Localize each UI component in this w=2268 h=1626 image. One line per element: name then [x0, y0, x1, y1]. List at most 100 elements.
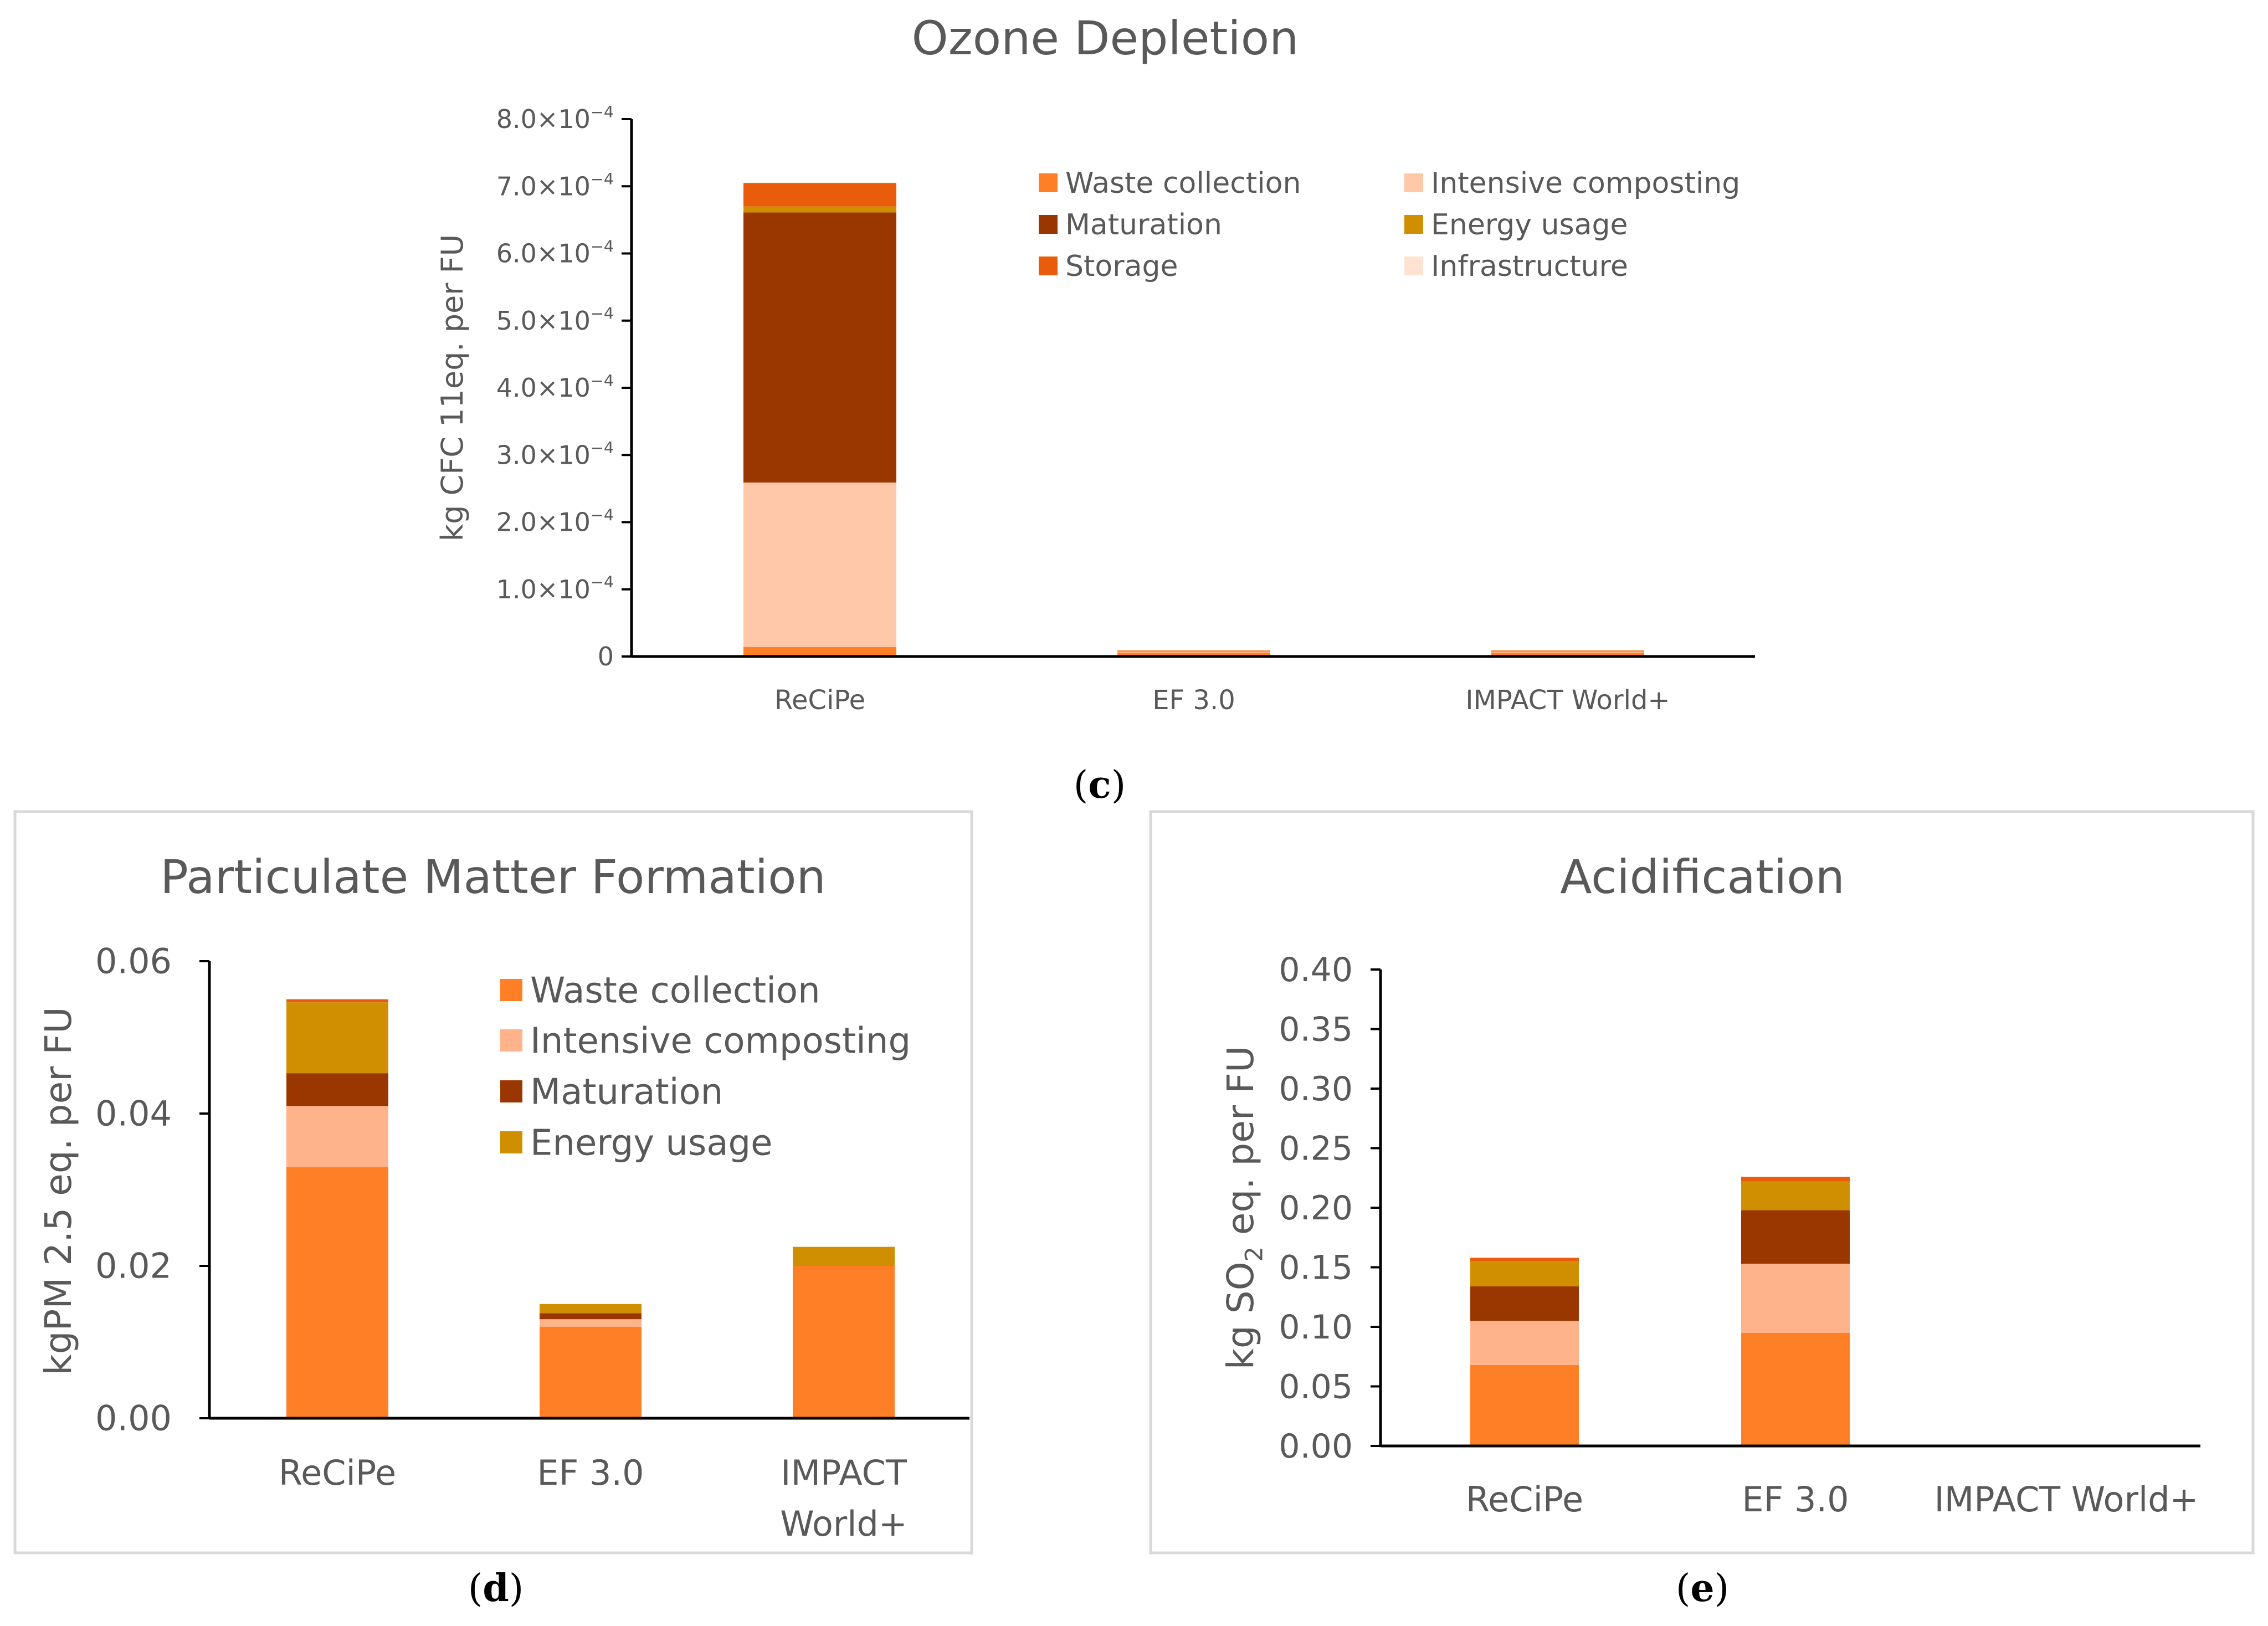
bar-intensive-composting-recipe — [1470, 1321, 1579, 1365]
chart-title: Ozone Depletion — [912, 11, 1299, 65]
bar-maturation-recipe — [286, 1073, 388, 1106]
panel-caption: (d) — [468, 1566, 524, 1610]
legend-label-storage: Storage — [1065, 250, 1178, 283]
bar-waste-collection-recipe — [286, 1167, 388, 1418]
x-tick-label: IMPACT — [781, 1453, 907, 1493]
bar-waste-collection-ef-3-0 — [1117, 652, 1270, 656]
panel-frame — [1149, 810, 2255, 1555]
y-tick-label: 0.15 — [1279, 1249, 1353, 1288]
bar-intensive-composting-impact-world — [1491, 651, 1644, 653]
legend-label-energy-usage: Energy usage — [530, 1122, 773, 1163]
bar-waste-collection-ef-3-0 — [540, 1327, 642, 1418]
y-tick-label: 0.05 — [1279, 1368, 1353, 1407]
legend-label-intensive-composting: Intensive composting — [1431, 167, 1740, 200]
panel-frame — [13, 810, 973, 1555]
x-tick-label: IMPACT World+ — [1465, 685, 1670, 716]
legend-swatch-waste-collection — [500, 979, 522, 1001]
y-tick-label: 0 — [598, 642, 614, 671]
legend-label-infrastructure: Infrastructure — [1431, 250, 1628, 283]
bar-intensive-composting-recipe — [286, 1106, 388, 1167]
legend-swatch-maturation — [1039, 215, 1058, 234]
y-tick-label: 0.20 — [1279, 1189, 1353, 1228]
legend-swatch-infrastructure — [1404, 257, 1423, 275]
bar-maturation-ef-3-0 — [540, 1313, 642, 1320]
bar-storage-ef-3-0 — [1117, 650, 1270, 651]
bar-maturation-recipe — [743, 212, 896, 483]
x-tick-label: EF 3.0 — [1742, 1479, 1849, 1520]
legend-swatch-energy-usage — [1404, 215, 1423, 234]
y-tick-label: 0.10 — [1279, 1308, 1353, 1347]
y-tick-label: 0.06 — [95, 941, 172, 982]
legend-label-energy-usage: Energy usage — [1431, 208, 1628, 242]
bar-intensive-composting-ef-3-0 — [1741, 1264, 1850, 1333]
bar-storage-recipe — [743, 183, 896, 207]
bar-energy-usage-recipe — [743, 206, 896, 213]
bar-storage-recipe — [286, 999, 388, 1003]
y-tick-label: 0.25 — [1279, 1130, 1353, 1168]
y-tick-label: 3.0×10−4 — [496, 439, 614, 470]
y-tick-label: 2.0×10−4 — [496, 506, 614, 537]
chart-title: Particulate Matter Formation — [160, 850, 825, 904]
panel-acidification: Acidification 0.00 0.05 0.10 0.15 0.20 0.25 0.… — [1149, 810, 2255, 1610]
bar-energy-usage-recipe — [1470, 1261, 1579, 1286]
bar-energy-usage-impact-world — [1491, 650, 1644, 652]
bar-waste-collection-recipe — [1470, 1365, 1579, 1446]
y-tick-label: 0.00 — [95, 1398, 172, 1439]
legend-label-intensive-composting: Intensive composting — [530, 1020, 911, 1061]
legend-swatch-energy-usage — [500, 1131, 522, 1153]
y-axis-label: kg SO2 eq. per FU — [1219, 1046, 1269, 1370]
bar-intensive-composting-ef-3-0 — [540, 1319, 642, 1327]
x-tick-label: IMPACT World+ — [1934, 1479, 2198, 1520]
bar-intensive-composting-ef-3-0 — [1117, 651, 1270, 653]
bar-maturation-ef-3-0 — [1741, 1210, 1850, 1264]
y-tick-label: 0.35 — [1279, 1011, 1353, 1049]
bar-energy-usage-recipe — [286, 1002, 388, 1074]
y-tick-label: 8.0×10−4 — [496, 103, 614, 134]
x-tick-label: ReCiPe — [279, 1453, 396, 1493]
bar-energy-usage-impact-world — [793, 1247, 895, 1266]
panel-ozone-depletion: Ozone Depletion 0 1.0×10−4 2.0×10−4 3.0×10−… — [435, 11, 1755, 807]
y-tick-label: 0.40 — [1279, 951, 1353, 989]
legend-swatch-intensive-composting — [1404, 173, 1423, 192]
bar-energy-usage-ef-3-0 — [1117, 650, 1270, 652]
bar-storage-ef-3-0 — [1741, 1177, 1850, 1182]
y-tick-label: 4.0×10−4 — [496, 372, 614, 403]
legend-swatch-storage — [1039, 257, 1058, 275]
bar-maturation-impact-world — [1491, 651, 1644, 652]
bar-storage-recipe — [1470, 1258, 1579, 1261]
bar-maturation-recipe — [1470, 1286, 1579, 1321]
y-tick-label: 1.0×10−4 — [496, 573, 614, 604]
y-tick-label: 0.02 — [95, 1246, 172, 1286]
legend-label-maturation: Maturation — [1065, 208, 1222, 242]
y-tick-label: 7.0×10−4 — [496, 170, 614, 201]
legend-label-waste-collection: Waste collection — [530, 970, 820, 1011]
bar-intensive-composting-recipe — [743, 482, 896, 648]
legend-swatch-intensive-composting — [500, 1029, 522, 1051]
x-tick-label: World+ — [780, 1504, 907, 1544]
bar-waste-collection-recipe — [743, 647, 896, 656]
chart-title: Acidification — [1560, 850, 1845, 904]
y-axis-label: kgPM 2.5 eq. per FU — [37, 1007, 80, 1375]
legend-swatch-maturation — [500, 1080, 522, 1102]
x-tick-label: ReCiPe — [774, 685, 865, 716]
bar-waste-collection-impact-world — [793, 1266, 895, 1418]
x-tick-label: ReCiPe — [1466, 1479, 1583, 1520]
bar-maturation-ef-3-0 — [1117, 651, 1270, 652]
y-axis-label: kg CFC 11eq. per FU — [435, 234, 470, 541]
x-tick-label: EF 3.0 — [1152, 685, 1235, 716]
legend-label-waste-collection: Waste collection — [1065, 167, 1301, 200]
panel-caption: (e) — [1676, 1566, 1729, 1610]
bar-energy-usage-ef-3-0 — [540, 1304, 642, 1314]
bar-storage-impact-world — [1491, 650, 1644, 651]
y-tick-label: 5.0×10−4 — [496, 305, 614, 336]
bar-energy-usage-ef-3-0 — [1741, 1181, 1850, 1210]
y-tick-label: 0.04 — [95, 1094, 172, 1134]
y-tick-label: 0.30 — [1279, 1070, 1353, 1109]
x-tick-label: EF 3.0 — [537, 1453, 644, 1493]
bar-waste-collection-ef-3-0 — [1741, 1332, 1850, 1446]
panel-caption: (c) — [1074, 763, 1126, 807]
y-tick-label: 6.0×10−4 — [496, 237, 614, 268]
bar-waste-collection-impact-world — [1491, 652, 1644, 656]
panel-particulate-matter: Particulate Matter Formation 0.00 0.02 0.0… — [13, 810, 973, 1610]
